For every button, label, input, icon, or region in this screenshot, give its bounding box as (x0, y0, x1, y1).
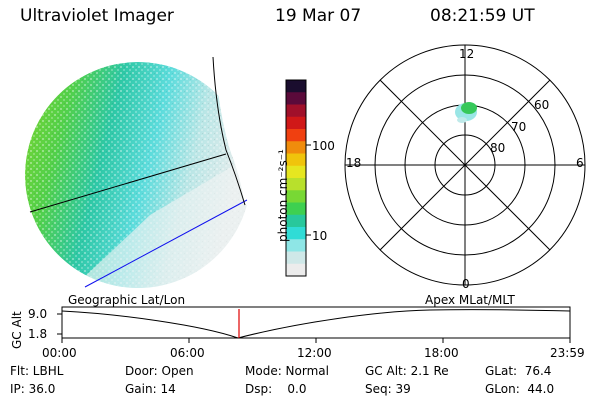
mlt-label-18: 18 (346, 156, 362, 170)
alt-xlabel-4: 23:59 (550, 346, 585, 360)
colorbar-band (286, 251, 306, 265)
alt-ylabel-9: 9.0 (28, 307, 48, 321)
status-gain: Gain: 14 (125, 382, 176, 396)
alt-xlabel-3: 18:00 (424, 346, 459, 360)
status-gc-alt: GC Alt: 2.1 Re (365, 364, 449, 378)
status-glat: GLat: 76.4 (485, 364, 552, 378)
alt-xlabel-0: 00:00 (42, 346, 77, 360)
limb-line (212, 56, 246, 206)
colorbar-unit-label: photon cm⁻²s⁻¹ (276, 149, 290, 242)
colorbar-band (286, 239, 306, 252)
mlt-label-12: 12 (459, 47, 475, 61)
status-mode: Mode: Normal (245, 364, 329, 378)
colorbar-label-10: 10 (312, 229, 328, 243)
colorbar-band (286, 129, 306, 142)
colorbar-band (286, 227, 306, 240)
mlat-label-70: 70 (511, 120, 527, 134)
status-dsp: Dsp: 0.0 (245, 382, 307, 396)
mlat-label-80: 80 (490, 141, 506, 155)
colorbar-band (286, 116, 306, 130)
altitude-strip (57, 306, 571, 343)
alt-xlabel-1: 06:00 (170, 346, 205, 360)
alt-xlabel-2: 12:00 (297, 346, 332, 360)
latitude-line (29, 153, 227, 213)
colorbar-band (286, 202, 306, 216)
status-seq: Seq: 39 (365, 382, 411, 396)
observation-time: 08:21:59 UT (430, 6, 535, 26)
aurora-spot (461, 102, 477, 114)
aurora-spot-tail (457, 117, 467, 123)
colorbar-label-100: 100 (312, 139, 335, 153)
colorbar-band (286, 80, 306, 93)
mlt-label-6: 6 (576, 156, 584, 170)
colorbar-band (286, 92, 306, 105)
colorbar-band (286, 263, 306, 277)
altitude-strip-frame (61, 306, 571, 339)
right-panel-label: Apex MLat/MLT (425, 293, 515, 307)
alt-ylabel-1: 1.8 (28, 327, 48, 341)
polar-plot (344, 44, 586, 286)
altitude-axis-label: GC Alt (10, 311, 24, 349)
colorbar-band (286, 104, 306, 118)
status-door: Door: Open (125, 364, 194, 378)
mlat-label-60: 60 (534, 98, 550, 112)
mlt-label-0: 0 (462, 277, 470, 291)
instrument-title: Ultraviolet Imager (20, 6, 174, 26)
status-filter: Flt: LBHL (10, 364, 64, 378)
status-glon: GLon: 44.0 (485, 382, 555, 396)
color-scale-bar (286, 80, 306, 277)
observation-date: 19 Mar 07 (275, 6, 362, 26)
status-ip: IP: 36.0 (10, 382, 56, 396)
colorbar-band (286, 214, 306, 228)
colorbar-band (286, 165, 306, 179)
earth-image (25, 55, 270, 288)
colorbar-band (286, 153, 306, 167)
colorbar-band (286, 190, 306, 203)
polar-diagonal-2 (379, 79, 551, 251)
colorbar-band (286, 141, 306, 154)
terminator-line (84, 199, 248, 288)
colorbar-band (286, 178, 306, 191)
left-panel-label: Geographic Lat/Lon (68, 293, 186, 307)
color-scale-frame (285, 79, 307, 277)
altitude-curve (61, 309, 571, 339)
